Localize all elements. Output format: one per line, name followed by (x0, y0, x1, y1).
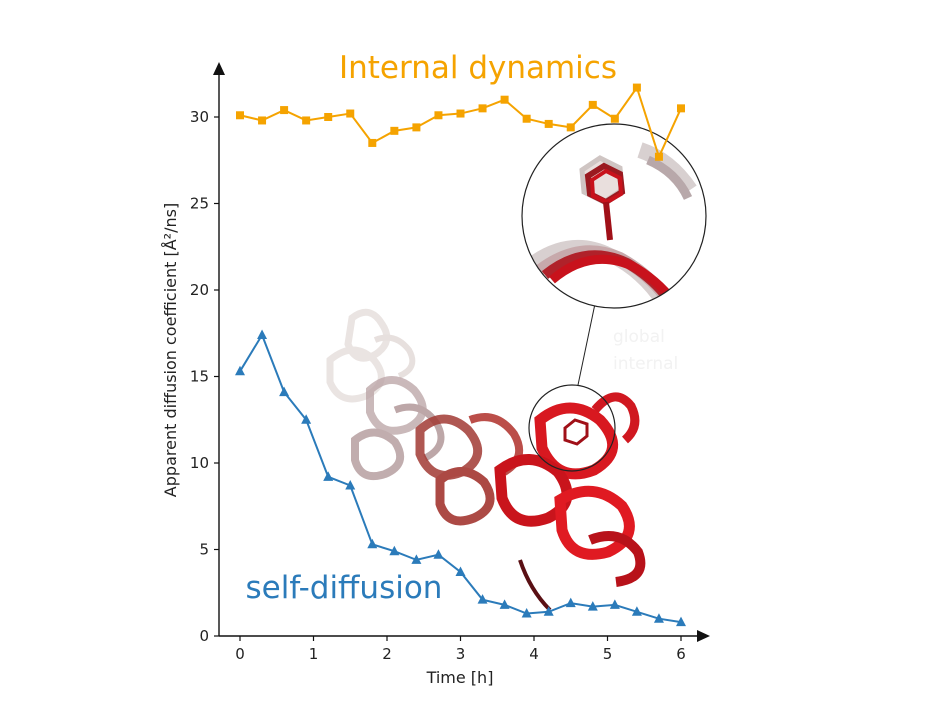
data-point-self-diffusion (543, 606, 554, 616)
y-ticks: 0 5 10 15 20 25 30 (190, 108, 219, 645)
x-ticks: 0 1 2 3 4 5 6 (235, 636, 686, 663)
x-tick-label: 1 (309, 645, 319, 663)
y-tick-label: 30 (190, 108, 209, 126)
faint-legend-internal: internal (613, 354, 678, 374)
data-point-internal-dynamics (324, 113, 333, 121)
data-point-internal-dynamics (478, 104, 487, 113)
data-point-internal-dynamics (412, 123, 421, 132)
data-point-self-diffusion (653, 613, 664, 623)
y-tick-label: 20 (190, 281, 209, 299)
data-point-internal-dynamics (677, 104, 685, 113)
series-label-internal-dynamics: Internal dynamics (339, 50, 617, 86)
x-tick-label: 6 (676, 645, 686, 663)
data-point-self-diffusion (279, 386, 290, 397)
data-point-internal-dynamics (588, 100, 597, 109)
data-point-internal-dynamics (368, 138, 377, 147)
zoom-inset (521, 123, 707, 309)
data-point-internal-dynamics (632, 83, 641, 92)
data-point-self-diffusion (609, 599, 620, 609)
y-tick-label: 10 (190, 454, 209, 472)
y-axis-arrow (213, 62, 225, 75)
data-point-internal-dynamics (522, 114, 531, 123)
data-point-self-diffusion (676, 616, 686, 627)
data-point-internal-dynamics (500, 95, 509, 104)
data-point-self-diffusion (235, 365, 245, 376)
data-point-internal-dynamics (346, 109, 355, 118)
data-point-internal-dynamics (456, 109, 465, 118)
data-point-self-diffusion (257, 329, 268, 339)
y-tick-label: 0 (199, 627, 209, 645)
data-point-self-diffusion (433, 549, 444, 559)
series-internal-dynamics (236, 83, 685, 161)
data-point-self-diffusion (565, 597, 576, 608)
data-point-internal-dynamics (544, 119, 553, 128)
x-axis-arrow (697, 630, 710, 642)
y-tick-label: 25 (190, 195, 209, 213)
x-tick-label: 0 (235, 645, 245, 663)
data-point-internal-dynamics (236, 111, 244, 120)
y-tick-label: 5 (199, 541, 209, 559)
series-label-self-diffusion: self-diffusion (246, 570, 443, 606)
axes (213, 62, 710, 642)
x-axis-title: Time [h] (426, 668, 494, 687)
zoom-connector (577, 298, 597, 386)
x-tick-label: 3 (456, 645, 466, 663)
data-point-internal-dynamics (610, 114, 619, 123)
series-layer (235, 83, 686, 627)
data-point-self-diffusion (411, 554, 422, 564)
y-axis-title: Apparent diffusion coefficient [Å²/ns] (161, 203, 180, 497)
x-tick-label: 5 (603, 645, 613, 663)
data-point-self-diffusion (345, 479, 356, 490)
data-point-self-diffusion (301, 414, 312, 424)
data-point-self-diffusion (389, 545, 400, 556)
data-point-internal-dynamics (302, 116, 311, 125)
data-point-self-diffusion (367, 538, 378, 549)
data-point-internal-dynamics (280, 106, 289, 115)
protein-main (494, 392, 646, 612)
series-self-diffusion (235, 329, 686, 627)
ring-side-chain (579, 155, 626, 241)
data-point-self-diffusion (477, 594, 488, 604)
data-point-self-diffusion (499, 599, 510, 609)
data-point-internal-dynamics (258, 116, 267, 125)
data-point-self-diffusion (323, 471, 334, 481)
data-point-self-diffusion (455, 566, 466, 576)
y-tick-label: 15 (190, 368, 209, 386)
faint-legend-global: global (613, 327, 665, 347)
protein-structure-illustration (326, 308, 646, 612)
data-point-self-diffusion (631, 606, 642, 616)
data-point-internal-dynamics (390, 126, 399, 135)
data-point-internal-dynamics (654, 152, 663, 161)
data-point-internal-dynamics (566, 123, 575, 132)
zoom-source-circle (528, 384, 616, 472)
data-point-self-diffusion (521, 608, 532, 618)
x-tick-label: 4 (529, 645, 539, 663)
data-point-self-diffusion (587, 601, 598, 611)
data-point-internal-dynamics (434, 111, 443, 120)
x-tick-label: 2 (382, 645, 392, 663)
